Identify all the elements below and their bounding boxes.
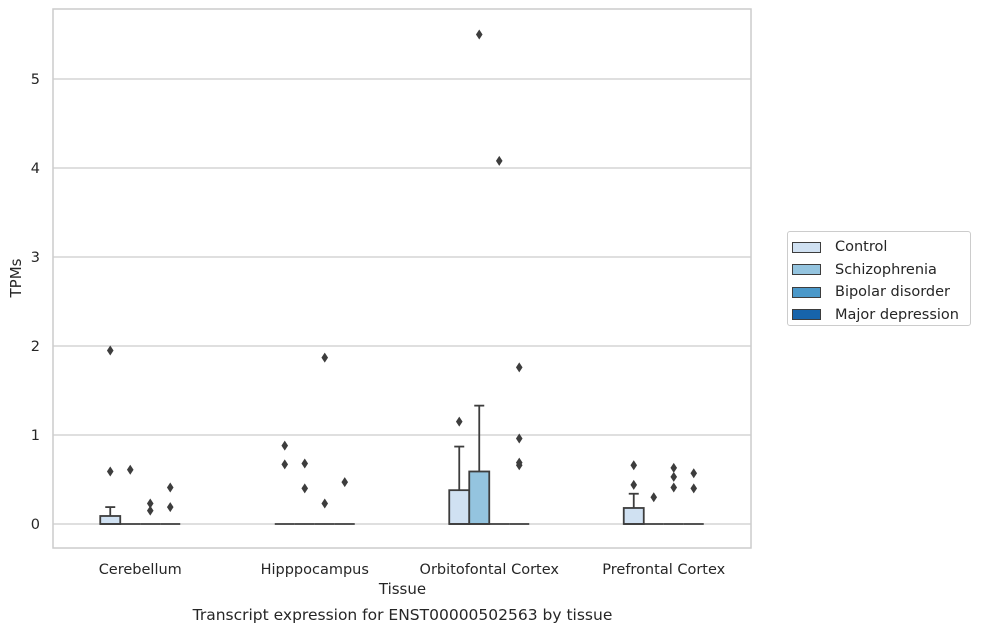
x-tick-label: Cerebellum	[99, 562, 182, 578]
outlier-point	[106, 345, 114, 356]
y-tick-label: 3	[31, 250, 40, 266]
outlier-point	[515, 460, 523, 471]
legend-swatch-major-depression	[792, 309, 821, 321]
x-axis-title: Tissue	[378, 580, 427, 598]
legend-swatch-bipolar-disorder	[792, 286, 821, 298]
plot-frame	[52, 8, 752, 549]
outlier-point	[146, 498, 154, 509]
outlier-point	[321, 498, 329, 509]
outlier-point	[455, 416, 463, 427]
outlier-point	[166, 502, 174, 513]
legend-label-major-depression: Major depression	[835, 306, 959, 323]
legend-label-bipolar-disorder: Bipolar disorder	[835, 284, 950, 301]
outlier-point	[281, 440, 289, 451]
outlier-point	[495, 155, 503, 166]
outlier-point	[301, 458, 309, 469]
outlier-point	[515, 362, 523, 373]
legend-label-schizophrenia: Schizophrenia	[835, 261, 937, 278]
outlier-point	[690, 483, 698, 494]
outlier-point	[126, 464, 134, 475]
outlier-point	[670, 482, 678, 493]
outlier-point	[670, 471, 678, 482]
y-tick-label: 4	[31, 161, 40, 177]
legend-item-major-depression: Major depression	[792, 304, 970, 327]
box	[99, 515, 122, 525]
y-tick-label: 2	[31, 339, 40, 355]
outlier-point	[670, 462, 678, 473]
legend-item-schizophrenia: Schizophrenia	[792, 259, 970, 282]
legend-item-bipolar-disorder: Bipolar disorder	[792, 281, 970, 304]
outlier-point	[166, 482, 174, 493]
outlier-point	[690, 468, 698, 479]
outlier-point	[106, 466, 114, 477]
legend-label-control: Control	[835, 239, 888, 256]
outlier-point	[630, 479, 638, 490]
outlier-point	[146, 505, 154, 516]
chart-caption: Transcript expression for ENST0000050256…	[192, 606, 613, 624]
y-axis-title: TPMs	[7, 258, 25, 298]
legend-item-control: Control	[792, 236, 970, 259]
outlier-point	[281, 459, 289, 470]
outlier-point	[301, 483, 309, 494]
legend: Control Schizophrenia Bipolar disorder M…	[787, 231, 971, 326]
outlier-point	[341, 477, 349, 488]
outlier-point	[630, 460, 638, 471]
box	[448, 489, 471, 525]
legend-swatch-schizophrenia	[792, 264, 821, 276]
legend-swatch-control	[792, 241, 821, 253]
outlier-point	[515, 433, 523, 444]
y-tick-label: 0	[31, 517, 40, 533]
y-tick-label: 5	[31, 72, 40, 88]
outlier-point	[650, 492, 658, 503]
box	[622, 507, 645, 525]
y-tick-label: 1	[31, 428, 40, 444]
outlier-point	[475, 29, 483, 40]
x-tick-label: Prefrontal Cortex	[602, 562, 725, 578]
x-tick-label: Hipppocampus	[261, 562, 369, 578]
box	[468, 470, 491, 525]
outlier-point	[321, 352, 329, 363]
x-tick-label: Orbitofontal Cortex	[420, 562, 560, 578]
